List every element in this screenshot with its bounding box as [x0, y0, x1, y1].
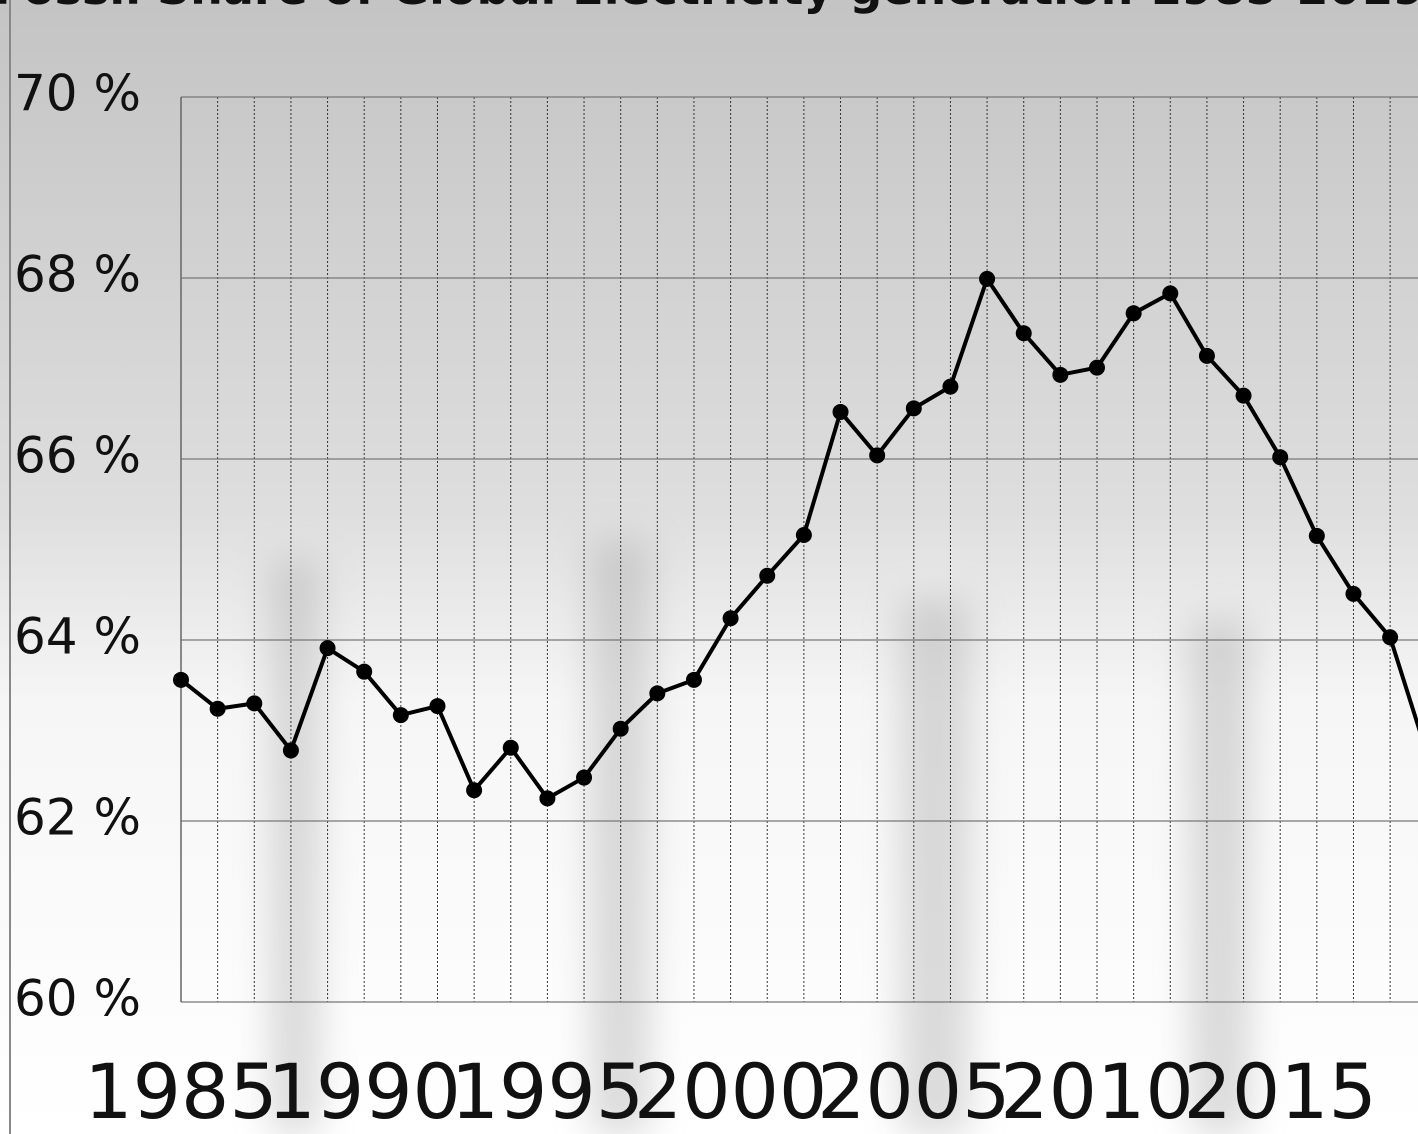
x-tick-label: 2005 — [817, 1047, 1010, 1134]
data-point — [283, 742, 299, 758]
y-tick-label: 70 % — [14, 65, 141, 123]
data-point — [246, 695, 262, 711]
page: {"chart_data": {"type": "line", "title":… — [0, 0, 1418, 1134]
data-point — [833, 404, 849, 420]
data-point — [320, 640, 336, 656]
data-point — [356, 664, 372, 680]
chart-title: Fossil Share of Global Electricity gener… — [0, 0, 1418, 15]
x-tick-label: 2015 — [1183, 1047, 1376, 1134]
data-point — [466, 782, 482, 798]
x-tick-label: 2010 — [1000, 1047, 1193, 1134]
data-point — [1162, 285, 1178, 301]
data-point — [649, 685, 665, 701]
data-point — [723, 610, 739, 626]
data-point — [393, 707, 409, 723]
data-point — [1236, 388, 1252, 404]
x-tick-label: 1990 — [267, 1047, 460, 1134]
data-point — [796, 527, 812, 543]
data-point — [942, 379, 958, 395]
data-point — [1199, 348, 1215, 364]
data-point — [1345, 586, 1361, 602]
x-tick-label: 1985 — [84, 1047, 277, 1134]
chart: Fossil Share of Global Electricity gener… — [0, 0, 1418, 1134]
data-point — [539, 790, 555, 806]
y-tick-label: 68 % — [14, 246, 141, 304]
data-point — [979, 271, 995, 287]
data-point — [686, 672, 702, 688]
y-tick-label: 64 % — [14, 608, 141, 666]
y-tick-label: 62 % — [14, 789, 141, 847]
data-point — [1016, 325, 1032, 341]
data-point — [173, 672, 189, 688]
data-point — [429, 698, 445, 714]
y-tick-label: 66 % — [14, 427, 141, 485]
data-point — [1272, 449, 1288, 465]
data-point — [1309, 528, 1325, 544]
data-point — [503, 740, 519, 756]
data-point — [759, 568, 775, 584]
data-point — [576, 770, 592, 786]
data-point — [906, 400, 922, 416]
x-tick-label: 1995 — [451, 1047, 644, 1134]
data-point — [869, 447, 885, 463]
x-tick-label: 2000 — [634, 1047, 827, 1134]
data-point — [1089, 360, 1105, 376]
data-point — [1382, 629, 1398, 645]
y-tick-label: 60 % — [14, 970, 141, 1028]
data-point — [210, 701, 226, 717]
data-point — [1052, 367, 1068, 383]
data-point — [1126, 305, 1142, 321]
data-point — [613, 721, 629, 737]
